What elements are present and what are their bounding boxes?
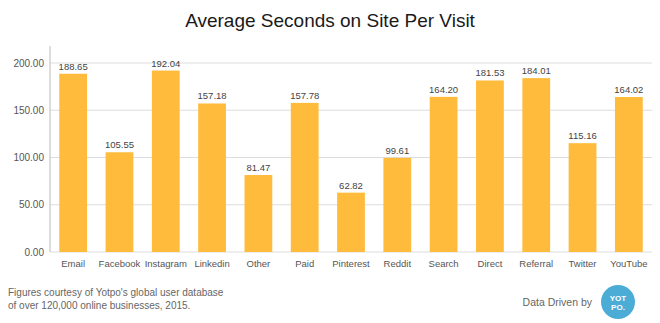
logo-text: PO. [611, 303, 625, 312]
bar [152, 71, 180, 252]
bar [430, 97, 458, 252]
x-tick-label: Pinterest [332, 258, 370, 269]
bar [291, 103, 319, 252]
data-label: 99.61 [385, 145, 409, 156]
bars [59, 71, 642, 252]
data-label: 188.65 [59, 61, 88, 72]
grid-line [50, 110, 652, 111]
data-label: 115.16 [568, 130, 596, 141]
data-label: 181.53 [475, 67, 504, 78]
bar [337, 193, 365, 252]
bar [244, 175, 272, 252]
y-tick-label: 200.00 [13, 58, 44, 69]
data-label: 184.01 [522, 65, 551, 76]
bar [569, 143, 597, 252]
x-tick-label: Other [247, 258, 271, 269]
x-tick-label: Search [429, 258, 459, 269]
data-label: 62.82 [339, 180, 363, 191]
x-tick-label: Direct [478, 258, 503, 269]
y-axis-line [50, 46, 51, 252]
y-tick-label: 100.00 [13, 152, 44, 163]
bar [106, 152, 134, 252]
x-tick-label: Email [61, 258, 85, 269]
x-tick-label: Reddit [384, 258, 412, 269]
x-tick-label: Linkedin [194, 258, 229, 269]
footnote: Figures courtesy of Yotpo's global user … [8, 287, 224, 298]
bar [615, 97, 643, 252]
grid-line [50, 157, 652, 158]
x-tick-label: Twitter [569, 258, 597, 269]
bar [59, 74, 87, 252]
y-tick-label: 0.00 [25, 247, 45, 258]
credit: Data Driven by [523, 296, 593, 308]
data-label: 81.47 [246, 162, 270, 173]
logo [601, 285, 635, 319]
grid-line [50, 63, 652, 64]
footnote: of over 120,000 online businesses, 2015. [8, 300, 190, 311]
data-label: 105.55 [105, 139, 134, 150]
x-tick-label: Instagram [145, 258, 187, 269]
x-tick-label: Referral [519, 258, 553, 269]
data-label: 164.20 [429, 84, 458, 95]
data-label: 164.02 [614, 84, 643, 95]
bar [198, 103, 226, 252]
y-tick-label: 150.00 [13, 105, 44, 116]
chart: Average Seconds on Site Per Visit 0.00 50.… [0, 0, 660, 323]
logo-text: YOT [610, 294, 627, 303]
bar [522, 78, 550, 252]
x-tick-label: YouTube [610, 258, 647, 269]
x-tick-label: Paid [295, 258, 314, 269]
bar [383, 158, 411, 252]
data-label: 157.18 [198, 90, 227, 101]
data-label: 192.04 [151, 58, 180, 69]
grid [50, 63, 652, 252]
bar [476, 80, 504, 252]
title: Average Seconds on Site Per Visit [185, 10, 475, 31]
x-tick-label: Facebook [99, 258, 141, 269]
data-label: 157.78 [290, 90, 319, 101]
y-tick-label: 50.00 [19, 199, 44, 210]
